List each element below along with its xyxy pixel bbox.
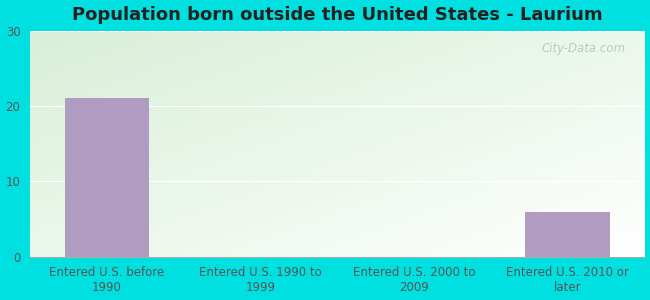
Text: City-Data.com: City-Data.com <box>542 42 626 55</box>
Bar <box>525 212 610 257</box>
Title: Population born outside the United States - Laurium: Population born outside the United State… <box>72 6 603 24</box>
Bar <box>65 98 149 257</box>
